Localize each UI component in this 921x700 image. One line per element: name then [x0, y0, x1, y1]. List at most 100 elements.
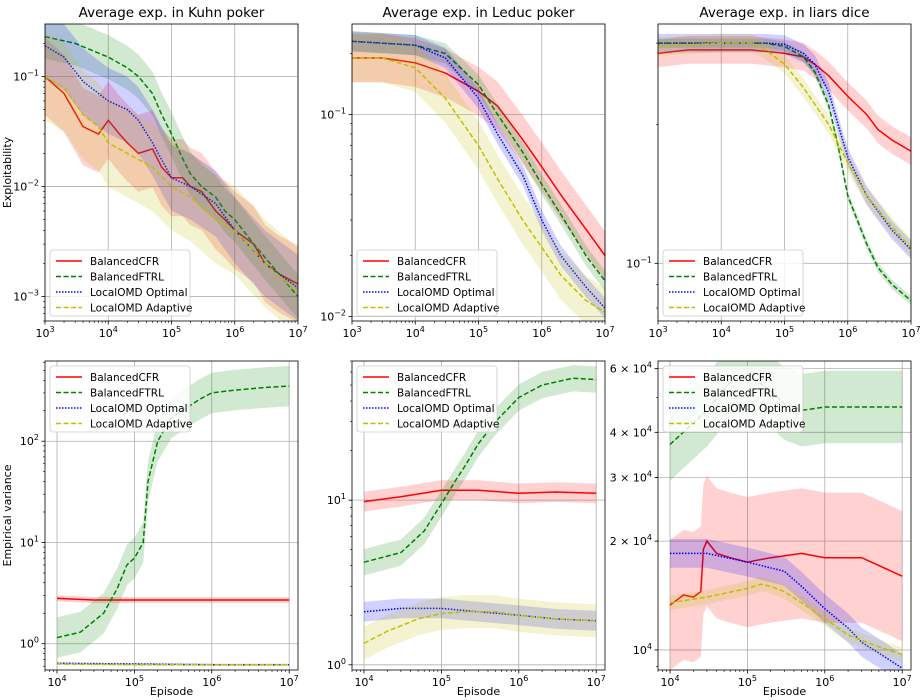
legend-label-balancedftrl: BalancedFTRL [397, 388, 471, 400]
legend: BalancedCFR BalancedFTRL LocalOMD Optimal L… [49, 249, 192, 317]
x-axis-label: Episode [763, 685, 806, 698]
legend-label-balancedftrl: BalancedFTRL [397, 272, 471, 284]
subplot-5: 104 105 106 107100101EpisodeBalancedCFRBala… [327, 360, 606, 698]
y-tick-label: 104 [633, 642, 652, 657]
legend-box [49, 365, 191, 433]
chart-title: Average exp. in Leduc poker [383, 5, 575, 21]
band-balancedcfr [658, 36, 911, 165]
axes-frame [44, 360, 299, 671]
x-tick-label: 103 [35, 325, 54, 340]
x-tick-label: 104 [99, 325, 118, 340]
x-tick-label: 104 [660, 674, 679, 689]
series-line-balancedcfr [45, 75, 298, 285]
y-tick-label: 3 × 104 [610, 469, 652, 484]
series-line-balancedftrl [56, 385, 290, 639]
x-tick-label: 106 [509, 674, 528, 689]
x-tick-label: 106 [202, 674, 221, 689]
y-tick-label: 10−1 [320, 106, 346, 121]
x-tick-label: 103 [648, 325, 667, 340]
x-tick-label: 105 [775, 325, 794, 340]
y-tick-label: 100 [327, 657, 346, 672]
x-tick-label: 105 [432, 674, 451, 689]
band-localomd-optimal [352, 31, 605, 319]
legend-box [49, 249, 191, 317]
x-tick-label: 107 [587, 674, 606, 689]
x-tick-label: 105 [738, 674, 757, 689]
series-line-balancedftrl [363, 377, 597, 563]
legend-label-localomd-optimal: LocalOMD Optimal [90, 287, 188, 299]
subplot-4: 104 105 106 107 100 101 102 Episode Empirical va… [1, 360, 299, 698]
legend: BalancedCFR BalancedFTRL LocalOMD Optimal L… [356, 249, 499, 317]
y-tick-label: 10−1 [13, 69, 39, 84]
series-line-localomd-adaptive [56, 663, 290, 666]
band-localomd-adaptive [352, 33, 605, 321]
x-tick-label: 106 [815, 674, 834, 689]
y-tick-label: 102 [20, 433, 39, 448]
band-localomd-adaptive [45, 32, 298, 321]
axes-frame [351, 360, 606, 671]
legend-box [356, 365, 498, 433]
band-balancedftrl [57, 365, 290, 658]
series-line-balancedcfr [669, 539, 903, 606]
legend-label-balancedftrl: BalancedFTRL [703, 388, 777, 400]
band-localomd-optimal [45, 24, 298, 321]
legend: BalancedCFR BalancedFTRL LocalOMD Optimal L… [662, 365, 805, 433]
legend: BalancedCFR BalancedFTRL LocalOMD Optimal L… [662, 249, 805, 317]
legend-label-localomd-adaptive: LocalOMD Adaptive [90, 303, 192, 315]
band-localomd-optimal [364, 598, 597, 631]
y-tick-label: 10−1 [626, 255, 652, 270]
legend-label-localomd-optimal: LocalOMD Optimal [397, 403, 495, 415]
x-tick-label: 105 [162, 325, 181, 340]
plot-area [56, 365, 290, 666]
grid [352, 361, 605, 670]
series-line-localomd-adaptive [669, 583, 903, 656]
x-axis-label: Episode [457, 685, 500, 698]
legend-label-localomd-adaptive: LocalOMD Adaptive [703, 419, 805, 431]
legend: BalancedCFR BalancedFTRL LocalOMD Optimal L… [49, 365, 192, 433]
series-line-balancedcfr [56, 597, 290, 601]
band-balancedcfr [45, 38, 298, 321]
series-line-balancedcfr [363, 489, 597, 503]
y-tick-label: 100 [20, 636, 39, 651]
legend-box [662, 365, 804, 433]
y-tick-label: 10−2 [13, 179, 39, 194]
chart-title: Average exp. in Kuhn poker [79, 5, 265, 21]
y-tick-label: 2 × 104 [610, 533, 652, 548]
legend-label-balancedcfr: BalancedCFR [703, 372, 772, 384]
series-line-balancedcfr [352, 57, 605, 257]
legend-label-balancedcfr: BalancedCFR [703, 256, 772, 268]
series-line-balancedftrl [658, 42, 911, 302]
plot-area [45, 24, 298, 321]
x-tick-label: 104 [406, 325, 425, 340]
series-line-localomd-adaptive [45, 75, 298, 293]
band-balancedcfr [670, 476, 903, 670]
plot-area [363, 365, 597, 660]
x-tick-label: 107 [595, 325, 614, 340]
subplot-3: 103 104 105 106 107 10−1 Average exp. in liars… [626, 5, 920, 340]
x-tick-label: 104 [712, 325, 731, 340]
band-balancedftrl [658, 38, 911, 306]
legend-label-localomd-adaptive: LocalOMD Adaptive [90, 419, 192, 431]
y-tick-label: 101 [327, 492, 346, 507]
band-localomd-adaptive [670, 577, 903, 662]
legend-label-balancedcfr: BalancedCFR [90, 372, 159, 384]
legend-label-localomd-adaptive: LocalOMD Adaptive [703, 303, 805, 315]
legend-box [662, 249, 804, 317]
band-localomd-optimal [670, 538, 903, 670]
band-balancedftrl [45, 24, 298, 319]
legend-label-localomd-optimal: LocalOMD Optimal [90, 403, 188, 415]
series-line-localomd-adaptive [658, 42, 911, 249]
y-tick-label: 10−3 [13, 289, 39, 304]
legend-label-balancedcfr: BalancedCFR [90, 256, 159, 268]
series-line-balancedftrl [352, 40, 605, 282]
legend-label-balancedcfr: BalancedCFR [397, 256, 466, 268]
x-tick-label: 103 [342, 325, 361, 340]
legend-label-localomd-optimal: LocalOMD Optimal [703, 403, 801, 415]
legend-label-localomd-optimal: LocalOMD Optimal [397, 287, 495, 299]
legend-label-localomd-optimal: LocalOMD Optimal [703, 287, 801, 299]
legend-label-balancedftrl: BalancedFTRL [90, 272, 164, 284]
y-tick-label: 10−2 [320, 308, 346, 323]
y-axis-label: Exploitability [1, 136, 14, 208]
band-balancedftrl [352, 31, 605, 291]
